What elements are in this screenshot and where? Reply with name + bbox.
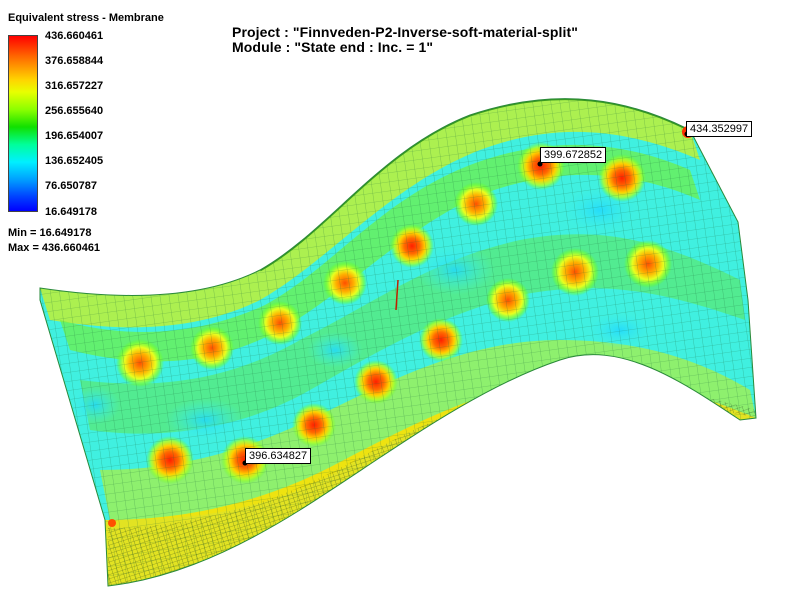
plate-outline bbox=[39, 98, 757, 587]
hot-edge bbox=[108, 519, 116, 527]
legend-min: Min = 16.649178 bbox=[8, 227, 92, 239]
legend-tick-label: 196.654007 bbox=[45, 130, 104, 142]
legend-tick-label: 256.655640 bbox=[45, 105, 104, 117]
probe-callout-lower[interactable]: 396.634827 bbox=[245, 448, 312, 464]
probe-callout-upper[interactable]: 399.672852 bbox=[540, 147, 607, 163]
legend-tick-label: 376.658844 bbox=[45, 55, 104, 67]
probe-callout-max[interactable]: 434.352997 bbox=[686, 121, 753, 137]
legend-tick-label: 436.660461 bbox=[45, 30, 104, 42]
legend-tick-label: 136.652405 bbox=[45, 155, 104, 167]
module-title: Module : "State end : Inc. = 1" bbox=[232, 39, 434, 55]
legend-tick-label: 316.657227 bbox=[45, 80, 104, 92]
legend-tick-label: 16.649178 bbox=[45, 206, 97, 218]
legend-colorbar bbox=[8, 35, 38, 212]
legend-title: Equivalent stress - Membrane bbox=[8, 12, 164, 24]
legend-max: Max = 436.660461 bbox=[8, 242, 101, 254]
legend-tick-label: 76.650787 bbox=[45, 180, 97, 192]
project-title: Project : "Finnveden-P2-Inverse-soft-mat… bbox=[232, 24, 578, 40]
crack-marker bbox=[395, 279, 399, 311]
